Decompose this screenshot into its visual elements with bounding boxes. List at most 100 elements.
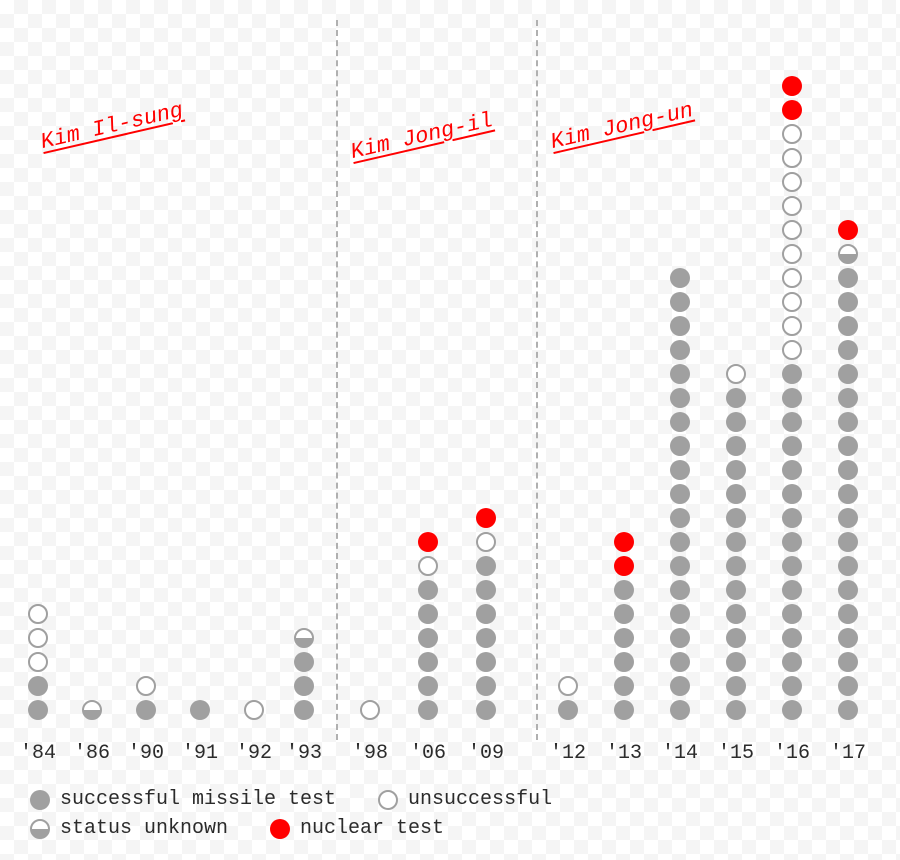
dot-success xyxy=(782,580,802,600)
dot-success xyxy=(726,460,746,480)
dot-success xyxy=(614,676,634,696)
dot-success xyxy=(614,628,634,648)
dot-success xyxy=(670,604,690,624)
dot-success xyxy=(418,628,438,648)
dot-nuclear xyxy=(782,100,802,120)
dot-success xyxy=(136,700,156,720)
dot-success xyxy=(670,316,690,336)
column-86 xyxy=(80,700,104,720)
xlabel-98: '98 xyxy=(352,742,388,765)
legend-label-fail: unsuccessful xyxy=(408,788,552,811)
dot-success xyxy=(418,580,438,600)
dot-success xyxy=(670,532,690,552)
dot-nuclear xyxy=(782,76,802,96)
dot-success xyxy=(294,652,314,672)
dot-success xyxy=(418,652,438,672)
dot-success xyxy=(782,532,802,552)
dot-success xyxy=(670,556,690,576)
dot-success xyxy=(838,532,858,552)
dot-success xyxy=(838,676,858,696)
dot-success xyxy=(838,268,858,288)
dot-success xyxy=(782,652,802,672)
dot-fail xyxy=(476,532,496,552)
dot-success xyxy=(476,676,496,696)
dot-success xyxy=(614,604,634,624)
dot-success xyxy=(670,292,690,312)
legend-label-unknown: status unknown xyxy=(60,817,228,840)
xlabel-15: '15 xyxy=(718,742,754,765)
xlabel-09: '09 xyxy=(468,742,504,765)
column-16 xyxy=(780,76,804,720)
dot-fail xyxy=(782,244,802,264)
dot-success xyxy=(838,388,858,408)
dot-fail xyxy=(782,340,802,360)
dot-success xyxy=(670,676,690,696)
dot-success xyxy=(782,412,802,432)
dot-success xyxy=(294,676,314,696)
dot-success xyxy=(726,508,746,528)
dot-success xyxy=(670,436,690,456)
dot-success xyxy=(782,700,802,720)
dot-success xyxy=(838,556,858,576)
legend-label-success: successful missile test xyxy=(60,788,336,811)
dot-success xyxy=(838,316,858,336)
column-17 xyxy=(836,220,860,720)
dot-success xyxy=(782,628,802,648)
xlabel-91: '91 xyxy=(182,742,218,765)
dot-success xyxy=(782,388,802,408)
dot-success xyxy=(670,652,690,672)
dot-success xyxy=(726,580,746,600)
dot-success xyxy=(838,292,858,312)
dot-success xyxy=(838,652,858,672)
column-15 xyxy=(724,364,748,720)
dot-success xyxy=(670,460,690,480)
dot-success xyxy=(726,628,746,648)
dot-fail xyxy=(782,172,802,192)
dot-fail xyxy=(782,316,802,336)
dot-success xyxy=(670,364,690,384)
column-91 xyxy=(188,700,212,720)
column-13 xyxy=(612,532,636,720)
dot-success xyxy=(838,700,858,720)
dot-success xyxy=(838,460,858,480)
dot-success xyxy=(476,700,496,720)
dot-success xyxy=(670,412,690,432)
dot-fail xyxy=(726,364,746,384)
xlabel-92: '92 xyxy=(236,742,272,765)
dot-success xyxy=(838,628,858,648)
xlabel-14: '14 xyxy=(662,742,698,765)
dot-fail xyxy=(136,676,156,696)
xlabel-17: '17 xyxy=(830,742,866,765)
dot-success xyxy=(838,364,858,384)
dot-success xyxy=(726,556,746,576)
dot-fail xyxy=(782,196,802,216)
xlabel-12: '12 xyxy=(550,742,586,765)
column-98 xyxy=(358,700,382,720)
dot-success xyxy=(726,436,746,456)
dot-success xyxy=(838,580,858,600)
dot-unknown xyxy=(82,700,102,720)
dot-success xyxy=(782,484,802,504)
dot-fail xyxy=(28,604,48,624)
legend-row-2: status unknown nuclear test xyxy=(30,817,552,840)
dot-success xyxy=(418,604,438,624)
dot-success xyxy=(782,604,802,624)
dot-unknown xyxy=(294,628,314,648)
column-92 xyxy=(242,700,266,720)
dot-fail xyxy=(782,220,802,240)
dot-success xyxy=(726,484,746,504)
dot-fail xyxy=(558,676,578,696)
dot-success xyxy=(476,628,496,648)
dot-success xyxy=(670,580,690,600)
dot-success xyxy=(418,676,438,696)
dot-success xyxy=(782,556,802,576)
legend: successful missile test unsuccessful sta… xyxy=(30,782,552,840)
dot-success xyxy=(726,700,746,720)
xlabel-16: '16 xyxy=(774,742,810,765)
xlabel-13: '13 xyxy=(606,742,642,765)
dot-fail xyxy=(28,652,48,672)
legend-dot-success xyxy=(30,790,50,810)
legend-dot-fail xyxy=(378,790,398,810)
dot-success xyxy=(558,700,578,720)
dot-nuclear xyxy=(614,556,634,576)
